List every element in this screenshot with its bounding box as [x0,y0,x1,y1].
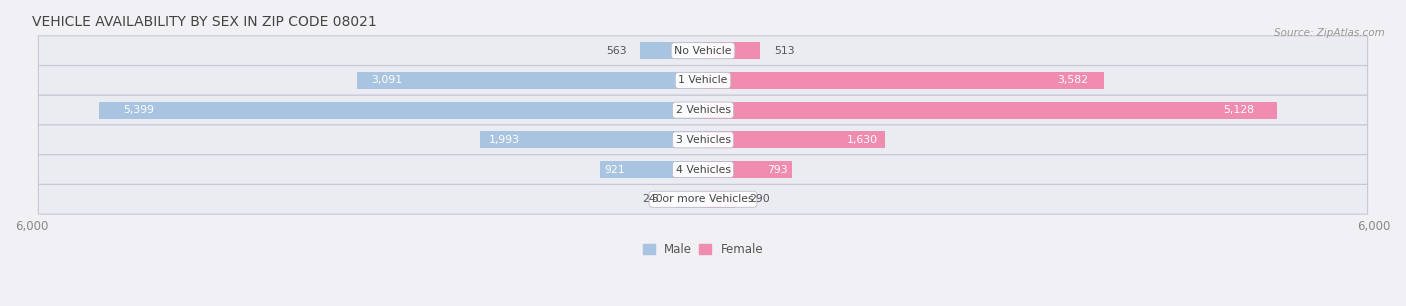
Text: Source: ZipAtlas.com: Source: ZipAtlas.com [1274,28,1385,38]
Bar [98,102,703,119]
Text: 1,630: 1,630 [846,135,879,145]
Bar [640,42,703,59]
Text: 1,993: 1,993 [489,135,520,145]
Legend: Male, Female: Male, Female [638,238,768,260]
Text: No Vehicle: No Vehicle [675,46,731,56]
Text: 563: 563 [606,46,627,56]
Bar [703,102,1277,119]
Text: 5,399: 5,399 [124,105,155,115]
FancyBboxPatch shape [38,185,1368,214]
Text: 5 or more Vehicles: 5 or more Vehicles [652,194,754,204]
FancyBboxPatch shape [38,36,1368,65]
FancyBboxPatch shape [38,65,1368,95]
Bar [703,42,761,59]
FancyBboxPatch shape [38,95,1368,125]
Text: 3,582: 3,582 [1057,75,1088,85]
FancyBboxPatch shape [38,155,1368,185]
Text: 290: 290 [749,194,769,204]
Bar [600,161,703,178]
Bar [676,191,703,208]
Text: 3,091: 3,091 [371,75,402,85]
Text: 921: 921 [605,165,624,174]
Bar [703,131,886,148]
Text: VEHICLE AVAILABILITY BY SEX IN ZIP CODE 08021: VEHICLE AVAILABILITY BY SEX IN ZIP CODE … [32,15,377,29]
Bar [703,72,1104,89]
Text: 2 Vehicles: 2 Vehicles [675,105,731,115]
FancyBboxPatch shape [38,125,1368,155]
Bar [703,161,792,178]
Text: 3 Vehicles: 3 Vehicles [675,135,731,145]
Text: 4 Vehicles: 4 Vehicles [675,165,731,174]
Bar [357,72,703,89]
Text: 5,128: 5,128 [1223,105,1254,115]
Bar [479,131,703,148]
Text: 793: 793 [768,165,789,174]
Bar [703,191,735,208]
Text: 513: 513 [773,46,794,56]
Text: 240: 240 [643,194,662,204]
Text: 1 Vehicle: 1 Vehicle [678,75,728,85]
